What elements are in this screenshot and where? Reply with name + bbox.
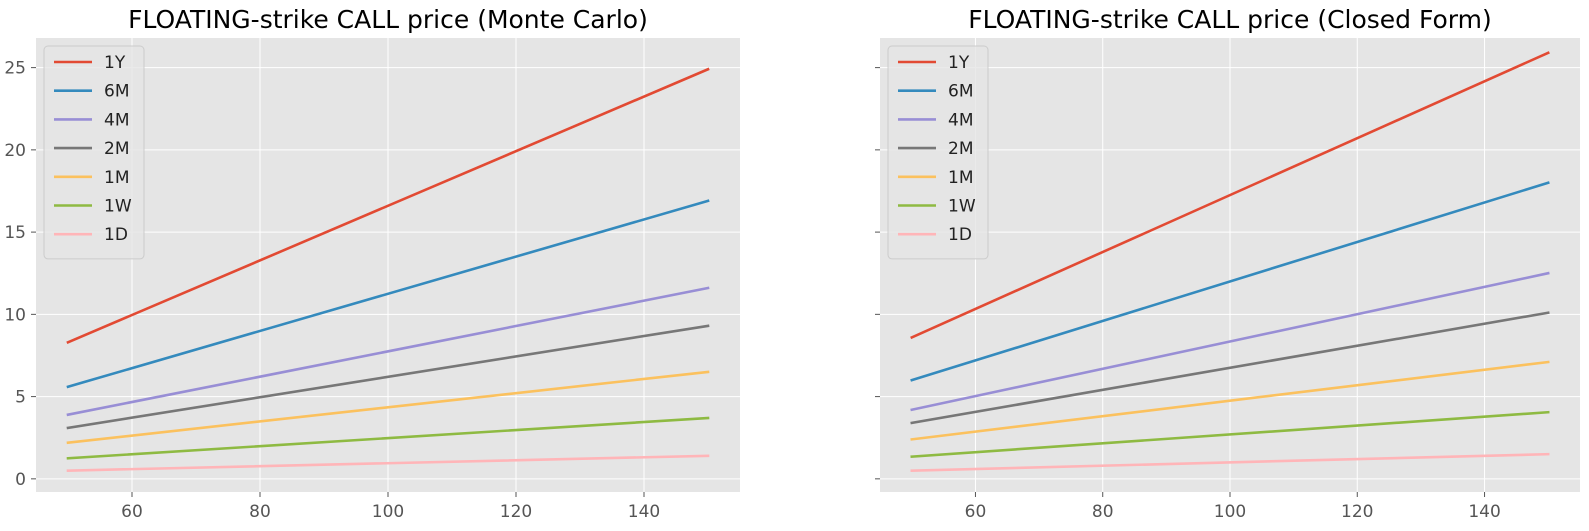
legend-label-1y: 1Y [104, 53, 126, 73]
series-line-4m [910, 271, 1550, 412]
legend-label-1w: 1W [104, 197, 132, 217]
y-tick-label: 20 [4, 141, 26, 161]
series-line-1w [66, 416, 710, 460]
series-line-1y [66, 67, 710, 345]
series-line-1y [910, 51, 1550, 340]
legend-label-4m: 4M [104, 110, 129, 130]
legend-label-1d: 1D [104, 225, 128, 245]
legend-label-1m: 1M [104, 168, 129, 188]
x-tick-label: 60 [965, 502, 987, 522]
x-tick-label: 100 [372, 502, 404, 522]
y-tick-label: 25 [4, 59, 26, 79]
x-tick-label: 120 [1341, 502, 1373, 522]
chart-closed-form: 60 80 100 120 140 FLOATING-strike CALL price … [875, 5, 1580, 522]
x-tick-label: 140 [1468, 502, 1500, 522]
series-line-2m [66, 324, 710, 430]
chart-title: FLOATING-strike CALL price (Closed Form) [968, 5, 1491, 34]
legend-label-6m: 6M [948, 82, 973, 102]
series-line-1m [66, 370, 710, 445]
x-tick-label: 140 [628, 502, 660, 522]
x-tick-label: 80 [249, 502, 271, 522]
x-tick-label: 120 [500, 502, 532, 522]
legend-label-6m: 6M [104, 82, 129, 102]
y-tick-label: 0 [15, 470, 26, 490]
legend-label-1m: 1M [948, 168, 973, 188]
series-line-1d [66, 454, 710, 472]
x-tick-label: 60 [121, 502, 143, 522]
series-line-1w [910, 410, 1550, 459]
legend-label-1w: 1W [948, 197, 976, 217]
chart-monte-carlo: 60 80 100 120 140 0 5 10 15 20 25 FLOATING-strike C… [4, 5, 740, 522]
series-line-1d [910, 452, 1550, 472]
series-line-6m [66, 199, 710, 389]
legend-label-1y: 1Y [948, 53, 970, 73]
series-line-6m [910, 181, 1550, 382]
legend-label-1d: 1D [948, 225, 972, 245]
series-line-1m [910, 360, 1550, 441]
legend-label-2m: 2M [104, 139, 129, 159]
x-tick-label: 80 [1092, 502, 1114, 522]
series-line-4m [66, 286, 710, 417]
legend-label-2m: 2M [948, 139, 973, 159]
y-tick-label: 15 [4, 223, 26, 243]
x-tick-label: 100 [1214, 502, 1246, 522]
series-line-2m [910, 311, 1550, 425]
legend-label-4m: 4M [948, 110, 973, 130]
y-tick-label: 5 [15, 388, 26, 408]
y-tick-label: 10 [4, 305, 26, 325]
chart-title: FLOATING-strike CALL price (Monte Carlo) [128, 5, 648, 34]
